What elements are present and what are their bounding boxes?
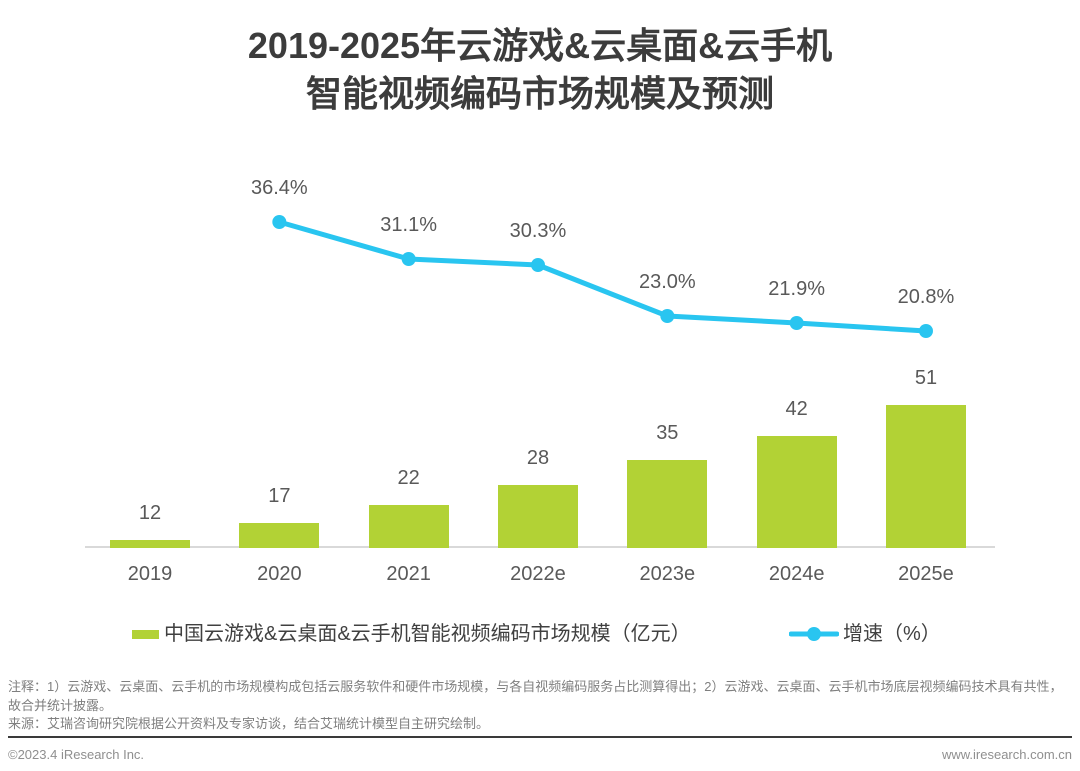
growth-value-label-2022e: 30.3% (509, 220, 567, 242)
footnote-note: 注释：1）云游戏、云桌面、云手机的市场规模构成包括云服务软件和硬件市场规模，与各… (8, 679, 1063, 713)
legend-item-growth: 增速（%） (789, 622, 941, 646)
growth-value-label-2025e: 20.8% (897, 286, 955, 308)
bar-2025e (885, 405, 966, 548)
bar-value-label-2024e: 42 (785, 398, 808, 420)
growth-value-label-2020: 36.4% (250, 177, 308, 199)
x-axis-label-2024e: 2024e (768, 563, 825, 585)
bar-value-label-2021: 22 (397, 467, 420, 489)
page-title-line1: 2019-2025年云游戏&云桌面&云手机 (247, 25, 833, 66)
x-axis-label-2020: 2020 (257, 563, 302, 585)
bar-2020 (239, 523, 320, 548)
growth-point-2025e (918, 324, 933, 338)
bar-legend-swatch (132, 629, 159, 639)
bar-value-label-2023e: 35 (656, 422, 679, 444)
x-axis-label-2025e: 2025e (898, 563, 954, 585)
bar-2024e (756, 436, 837, 548)
bar-2019 (110, 540, 190, 548)
x-axis-label-2021: 2021 (386, 563, 431, 585)
footer-copyright: ©2023.4 iResearch Inc. (8, 747, 145, 762)
x-axis-label-2022e: 2022e (510, 563, 566, 585)
bar-2022e (497, 485, 578, 548)
growth-point-2020 (272, 215, 287, 229)
footer-divider (8, 736, 1072, 738)
bar-2021 (368, 505, 449, 548)
growth-line (276, 219, 929, 334)
growth-point-2022e (530, 258, 545, 272)
growth-value-label-2024e: 21.9% (768, 278, 825, 300)
legend-item-market-size: 中国云游戏&云桌面&云手机智能视频编码市场规模（亿元） (132, 622, 691, 646)
growth-value-label-2023e: 23.0% (638, 271, 696, 293)
growth-value-label-2021: 31.1% (380, 214, 438, 236)
footer-website: www.iresearch.com.cn (941, 747, 1072, 762)
line-legend-marker-icon (789, 627, 839, 641)
bar-2023e (627, 460, 708, 548)
bar-value-label-2019: 12 (138, 502, 162, 524)
bar-value-label-2025e: 51 (914, 367, 938, 389)
bar-value-label-2022e: 28 (526, 447, 550, 469)
x-axis-label-2023e: 2023e (639, 563, 696, 585)
bar-legend-label: 中国云游戏&云桌面&云手机智能视频编码市场规模（亿元） (164, 623, 691, 645)
footer: ©2023.4 iResearch Inc. www.iresearch.com… (8, 746, 1072, 764)
growth-point-2024e (789, 316, 804, 330)
growth-point-2021 (401, 252, 416, 266)
footnote-source: 来源：艾瑞咨询研究院根据公开资料及专家访谈，结合艾瑞统计模型自主研究绘制。 (8, 716, 490, 731)
x-axis-label-2019: 2019 (127, 563, 173, 585)
page-title-line2: 智能视频编码市场规模及预测 (305, 73, 774, 114)
page-title: 2019-2025年云游戏&云桌面&云手机 智能视频编码市场规模及预测 (0, 22, 1080, 118)
growth-point-2023e (660, 309, 675, 323)
line-legend-label: 增速（%） (843, 623, 941, 645)
footnotes: 注释：1）云游戏、云桌面、云手机的市场规模构成包括云服务软件和硬件市场规模，与各… (8, 678, 1072, 734)
bar-value-label-2020: 17 (268, 485, 291, 507)
